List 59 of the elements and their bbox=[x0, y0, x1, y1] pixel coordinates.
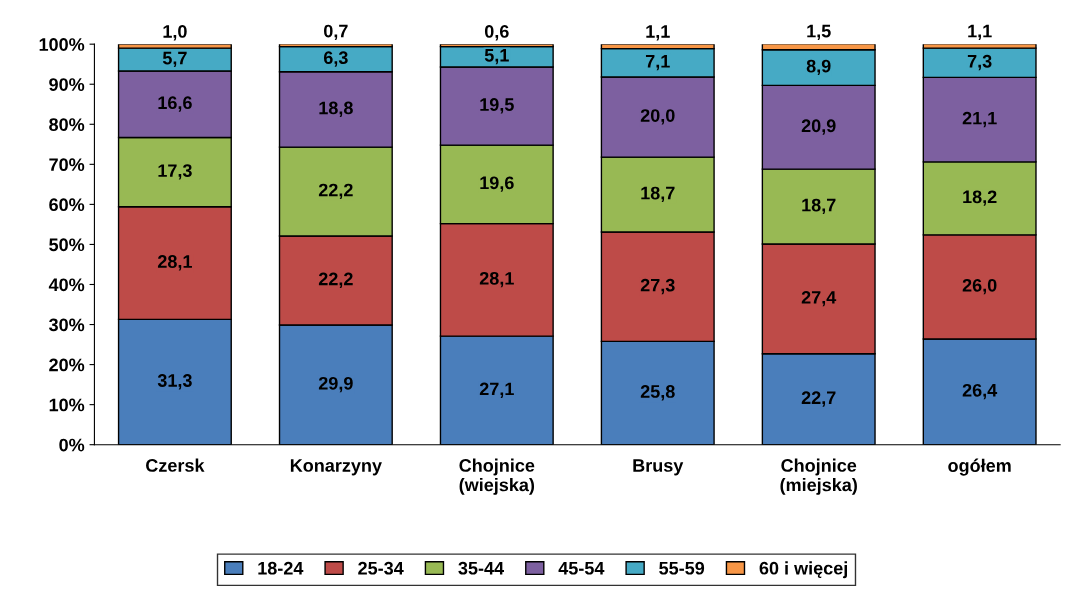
data-label: 27,4 bbox=[801, 290, 837, 307]
data-label: 22,7 bbox=[801, 391, 836, 407]
legend-label: 60 i więcej bbox=[759, 561, 847, 579]
data-label: 7,3 bbox=[967, 54, 992, 71]
data-label: 25,8 bbox=[640, 385, 675, 401]
data-label: 0,6 bbox=[484, 25, 509, 41]
legend-label: 45-54 bbox=[558, 562, 605, 575]
data-label: 20,0 bbox=[640, 109, 675, 125]
data-label: 19,5 bbox=[480, 98, 514, 114]
x-tick-label: Brusy bbox=[633, 459, 684, 476]
data-label: 20,9 bbox=[801, 119, 836, 135]
data-label: 28,1 bbox=[157, 255, 192, 271]
y-tick-label: 70% bbox=[49, 158, 85, 172]
data-label: 29,9 bbox=[318, 376, 353, 393]
data-label: 19,6 bbox=[480, 176, 514, 192]
y-tick-label: 0% bbox=[59, 438, 85, 452]
data-label: 26,0 bbox=[962, 278, 997, 295]
y-tick-label: 100% bbox=[39, 38, 85, 51]
y-tick-label: 10% bbox=[49, 398, 85, 412]
data-label: 8,9 bbox=[806, 59, 831, 76]
y-tick-label: 90% bbox=[49, 78, 85, 91]
x-tick-label: Konarzyny bbox=[290, 459, 382, 476]
data-label: 1,0 bbox=[163, 25, 187, 41]
legend-label: 25-34 bbox=[358, 561, 404, 575]
data-label: 0,7 bbox=[324, 24, 348, 41]
x-tick-label: Chojnice (wiejska) bbox=[459, 458, 535, 495]
data-label: 18,7 bbox=[802, 198, 836, 215]
data-label: 22,2 bbox=[318, 272, 353, 288]
data-label: 21,1 bbox=[962, 111, 997, 128]
data-label: 1,1 bbox=[646, 25, 670, 41]
x-tick-label: ogółem bbox=[948, 458, 1011, 476]
y-tick-label: 20% bbox=[49, 358, 85, 372]
data-label: 17,3 bbox=[158, 164, 192, 180]
data-label: 5,1 bbox=[484, 49, 509, 65]
data-label: 18,2 bbox=[963, 190, 997, 206]
data-label: 6,3 bbox=[323, 51, 348, 67]
data-label: 1,5 bbox=[807, 24, 831, 41]
x-tick-label: Chojnice (miejska) bbox=[780, 458, 857, 495]
data-label: 1,1 bbox=[968, 24, 992, 41]
y-tick-label: 60% bbox=[49, 198, 85, 212]
legend-label: 35-44 bbox=[458, 561, 504, 575]
data-label: 22,2 bbox=[318, 183, 353, 200]
data-label: 18,8 bbox=[319, 101, 353, 117]
data-label: 26,4 bbox=[962, 383, 998, 400]
y-tick-label: 40% bbox=[48, 278, 85, 292]
data-label: 27,3 bbox=[640, 278, 675, 295]
y-tick-label: 80% bbox=[49, 118, 85, 131]
y-tick-label: 30% bbox=[48, 318, 85, 332]
legend-label: 18-24 bbox=[258, 561, 304, 575]
data-label: 5,7 bbox=[162, 51, 187, 68]
data-label: 7,1 bbox=[645, 55, 670, 71]
x-tick-label: Czersk bbox=[146, 458, 205, 472]
data-label: 31,3 bbox=[157, 374, 192, 390]
data-label: 28,1 bbox=[479, 271, 514, 288]
data-label: 18,7 bbox=[641, 186, 675, 203]
legend-label: 55-59 bbox=[659, 561, 705, 575]
data-label: 27,1 bbox=[479, 382, 514, 398]
y-tick-label: 50% bbox=[49, 238, 85, 252]
data-label: 16,6 bbox=[158, 96, 192, 112]
